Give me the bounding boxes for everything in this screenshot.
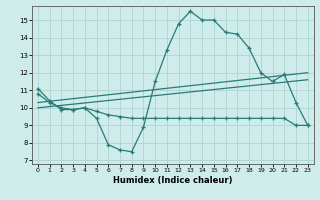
X-axis label: Humidex (Indice chaleur): Humidex (Indice chaleur)	[113, 176, 233, 185]
